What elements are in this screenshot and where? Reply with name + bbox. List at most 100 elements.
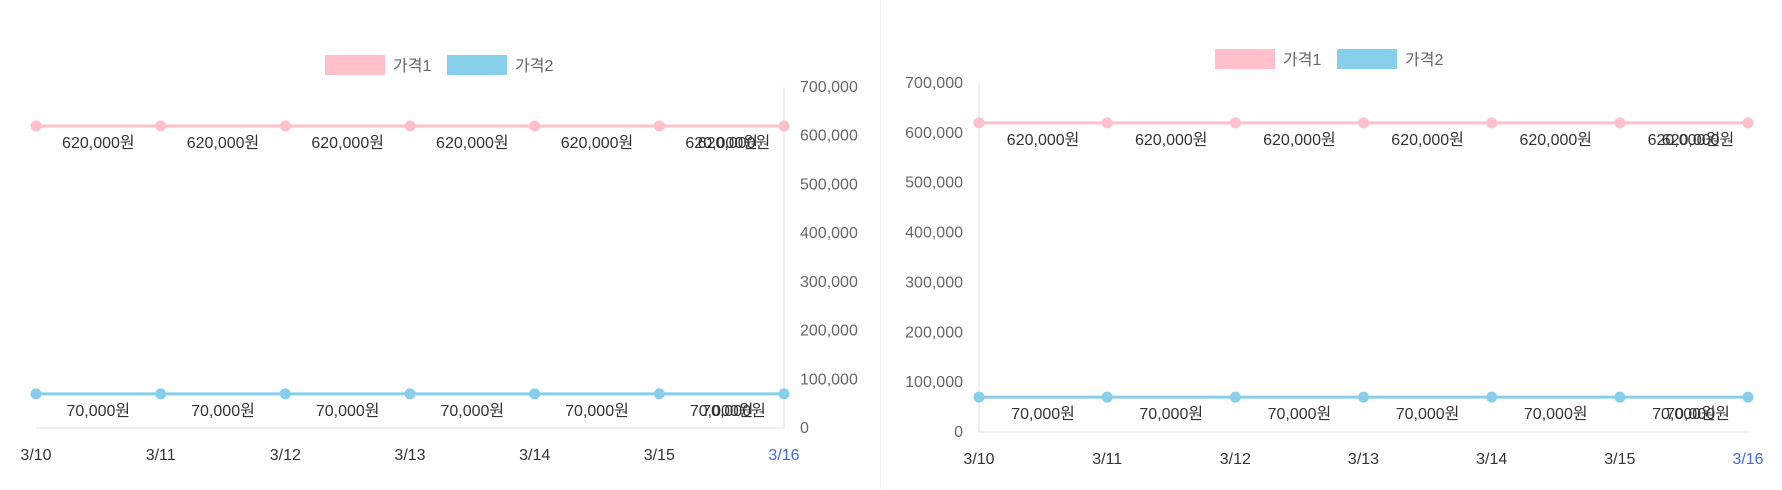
data-point[interactable] (653, 388, 665, 400)
data-point[interactable] (778, 388, 790, 400)
data-label: 70,000원 (1652, 405, 1716, 423)
legend-label: 가격2 (515, 57, 553, 75)
data-point[interactable] (1742, 391, 1754, 403)
data-point[interactable] (1358, 117, 1369, 129)
data-label: 620,000원 (561, 134, 634, 152)
x-tick-label: 3/13 (1348, 451, 1379, 468)
panel-divider (880, 0, 881, 490)
data-label: 620,000원 (1391, 131, 1464, 149)
legend-item[interactable]: 가격1 (1215, 49, 1321, 69)
data-point[interactable] (1101, 391, 1113, 403)
data-label: 70,000원 (66, 402, 130, 420)
y-tick-label: 600,000 (905, 125, 963, 142)
data-point[interactable] (1229, 117, 1241, 129)
y-tick-label: 500,000 (905, 175, 963, 192)
data-point[interactable] (973, 391, 985, 403)
data-point[interactable] (155, 120, 167, 132)
data-point[interactable] (404, 388, 416, 400)
data-label: 70,000원 (1524, 405, 1588, 423)
y-tick-label: 700,000 (800, 79, 858, 96)
legend-item[interactable]: 가격2 (1337, 49, 1443, 69)
data-point[interactable] (529, 388, 541, 400)
data-label: 620,000원 (436, 134, 509, 152)
x-tick-label: 3/16 (1732, 451, 1763, 468)
y-tick-label: 600,000 (800, 128, 858, 145)
y-tick-label: 400,000 (800, 225, 858, 242)
data-point[interactable] (1101, 117, 1113, 129)
data-label: 70,000원 (702, 402, 766, 420)
legend-swatch (447, 55, 507, 75)
data-label: 70,000원 (191, 402, 255, 420)
data-label: 70,000원 (1139, 405, 1203, 423)
x-tick-label: 3/14 (1476, 451, 1507, 468)
x-tick-label: 3/14 (519, 447, 550, 464)
data-label: 620,000원 (1662, 131, 1735, 149)
data-point[interactable] (1742, 117, 1754, 129)
chart-left: 0 100,000 200,000 300,000 400,000 500,000 600,… (20, 55, 858, 464)
data-label: 70,000원 (690, 402, 754, 420)
x-tick-label: 3/11 (146, 447, 176, 464)
data-label: 620,000원 (685, 134, 758, 152)
legend-swatch (325, 55, 385, 75)
x-tick-label: 3/15 (644, 447, 675, 464)
legend-swatch (1215, 49, 1275, 69)
data-point[interactable] (1486, 117, 1498, 129)
data-point[interactable] (1614, 391, 1626, 403)
data-point[interactable] (973, 117, 985, 129)
legend-label: 가격1 (1283, 51, 1321, 69)
data-label: 620,000원 (311, 134, 384, 152)
data-point[interactable] (279, 120, 291, 132)
y-tick-label: 300,000 (800, 274, 858, 291)
data-label: 70,000원 (1011, 405, 1075, 423)
data-point[interactable] (155, 388, 167, 400)
y-tick-label: 200,000 (800, 323, 858, 340)
data-label: 620,000원 (1263, 131, 1336, 149)
data-point[interactable] (404, 120, 416, 132)
x-tick-label: 3/10 (963, 451, 994, 468)
data-label: 70,000원 (1268, 405, 1332, 423)
data-point[interactable] (529, 120, 541, 132)
x-tick-label: 3/11 (1092, 451, 1122, 468)
y-tick-label: 100,000 (800, 371, 858, 388)
data-label: 620,000원 (1648, 131, 1721, 149)
data-label: 620,000원 (187, 134, 260, 152)
data-point[interactable] (778, 120, 790, 132)
data-label: 70,000원 (316, 402, 380, 420)
data-point[interactable] (1229, 391, 1241, 403)
data-point[interactable] (1486, 391, 1498, 403)
data-point[interactable] (30, 388, 42, 400)
y-tick-label: 300,000 (905, 274, 963, 291)
data-point[interactable] (1614, 117, 1626, 129)
legend-label: 가격1 (393, 57, 431, 75)
data-label: 620,000원 (1519, 131, 1592, 149)
y-tick-label: 500,000 (800, 176, 858, 193)
y-tick-label: 0 (954, 424, 963, 441)
data-point[interactable] (30, 120, 42, 132)
legend-item[interactable]: 가격1 (325, 55, 431, 75)
y-tick-label: 200,000 (905, 324, 963, 341)
data-label: 620,000원 (62, 134, 135, 152)
x-tick-label: 3/10 (20, 447, 51, 464)
x-tick-label: 3/15 (1604, 451, 1635, 468)
x-tick-label: 3/12 (270, 447, 301, 464)
y-tick-label: 700,000 (905, 75, 963, 92)
data-point[interactable] (653, 120, 665, 132)
data-label: 70,000원 (440, 402, 504, 420)
x-tick-label: 3/13 (394, 447, 425, 464)
data-point[interactable] (279, 388, 291, 400)
legend-label: 가격2 (1405, 51, 1443, 69)
x-tick-label: 3/12 (1220, 451, 1251, 468)
x-tick-label: 3/16 (768, 447, 799, 464)
legend-swatch (1337, 49, 1397, 69)
legend-item[interactable]: 가격2 (447, 55, 553, 75)
data-label: 70,000원 (565, 402, 629, 420)
data-label: 620,000원 (1007, 131, 1080, 149)
data-label: 620,000원 (1135, 131, 1208, 149)
data-label: 70,000원 (1666, 405, 1730, 423)
data-point[interactable] (1358, 391, 1369, 403)
data-label: 70,000원 (1396, 405, 1460, 423)
y-tick-label: 0 (800, 420, 809, 437)
data-label: 620,000원 (698, 134, 771, 152)
